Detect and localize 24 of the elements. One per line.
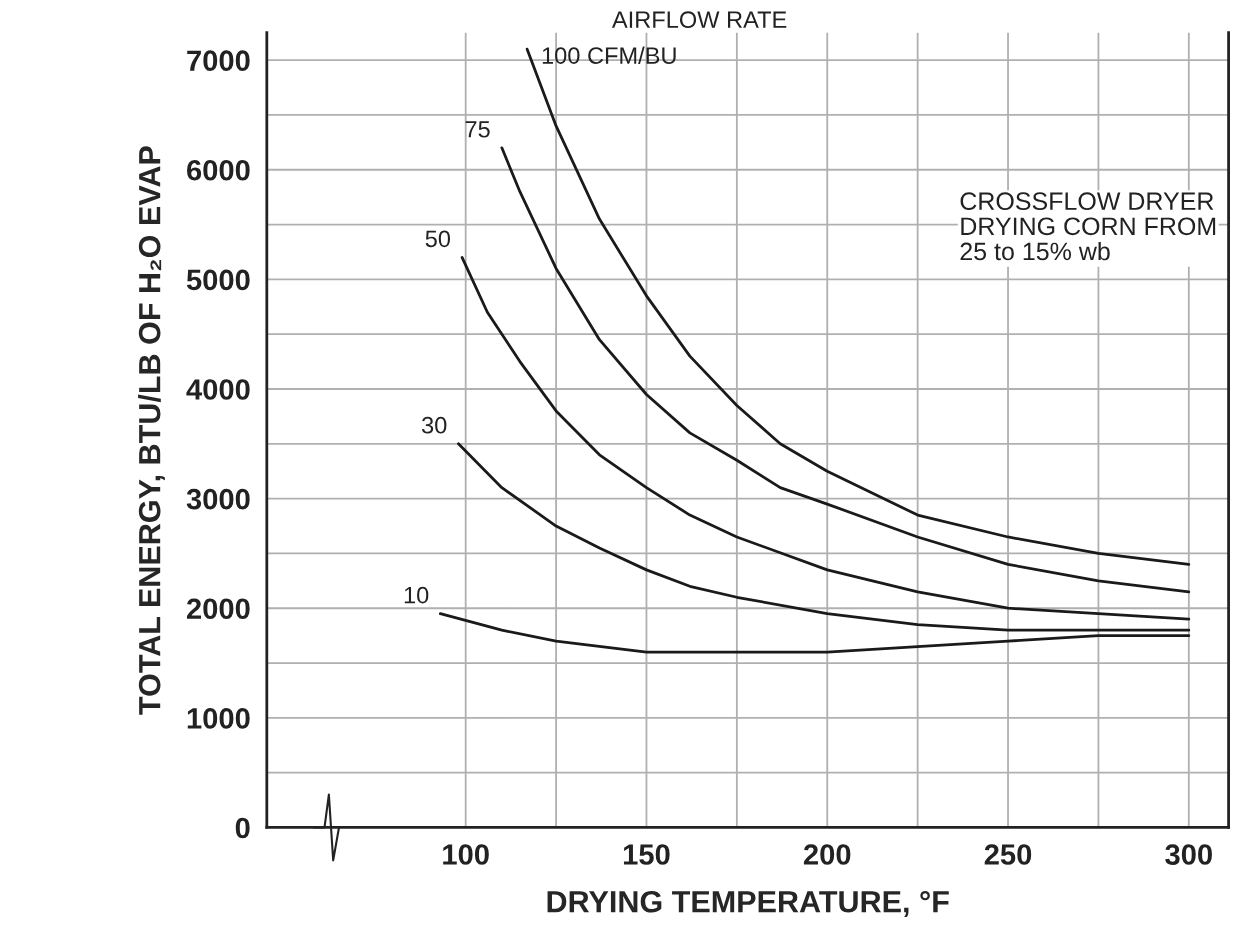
y-tick-label: 0 — [235, 817, 250, 839]
series-label: 10 — [404, 586, 429, 604]
line-series — [438, 612, 1191, 654]
x-tick-label: 300 — [1165, 844, 1212, 865]
series-label: 50 — [425, 230, 451, 248]
y-tick-label: 3000 — [186, 488, 250, 510]
series-label: 100 CFM/BU — [542, 46, 676, 64]
y-tick-label: 1000 — [187, 708, 250, 729]
series-label: 30 — [421, 416, 447, 434]
x-axis-title: DRYING TEMPERATURE, °F — [547, 890, 949, 917]
series-label: 75 — [465, 121, 490, 138]
y-tick-label: 4000 — [186, 379, 250, 400]
y-tick-label: 5000 — [186, 269, 250, 291]
text: AIRFLOW RATE — [611, 11, 787, 29]
y-tick-label: 2000 — [186, 598, 250, 620]
x-tick-label: 100 — [443, 844, 489, 865]
y-tick-label: 7000 — [187, 50, 250, 71]
line-series — [457, 442, 1191, 632]
annotation: CROSSFLOW DRYER DRYING CORN FROM 25 to 15% wb — [960, 192, 1216, 261]
y-axis-title: TOTAL ENERGY, BTU/LB OF H₂O EVAP — [138, 146, 165, 715]
x-tick-label: 200 — [803, 844, 851, 865]
y-tick-label: 6000 — [187, 159, 250, 181]
x-tick-label: 250 — [984, 844, 1032, 865]
x-tick-label: 150 — [623, 844, 670, 865]
